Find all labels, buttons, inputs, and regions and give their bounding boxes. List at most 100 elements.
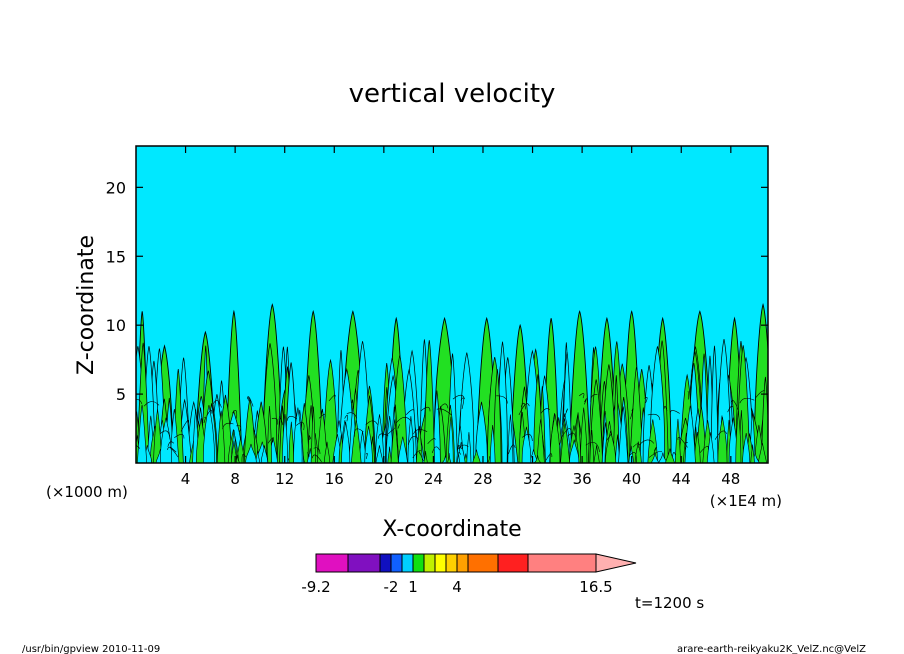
contour-plume — [475, 401, 488, 463]
contour-line — [354, 428, 364, 437]
contour-line — [236, 425, 242, 433]
contour-plume — [217, 410, 226, 463]
contour-line — [136, 399, 143, 405]
contour-plume — [674, 418, 681, 463]
contour-plume — [742, 433, 751, 463]
contour-plume — [605, 430, 617, 463]
contour-line — [427, 438, 436, 445]
contour-plume — [589, 429, 595, 463]
x-tick-label: 20 — [374, 470, 393, 488]
plot-frame — [135, 145, 769, 464]
contour-line — [563, 408, 568, 418]
contour-line — [386, 427, 395, 436]
contour-plume — [323, 441, 331, 463]
contour-line — [630, 408, 634, 420]
contour-line — [730, 400, 739, 410]
y-tick-label: 10 — [106, 316, 126, 335]
y-tick-label: 15 — [106, 247, 126, 266]
colorbar-segment — [315, 553, 349, 573]
contour-plume — [628, 445, 634, 463]
contour-line — [522, 433, 533, 442]
contour-plume — [448, 416, 454, 463]
contour-line — [439, 403, 449, 409]
contour-line — [496, 395, 508, 404]
contour-plume — [267, 405, 272, 463]
contour-line — [590, 393, 598, 402]
contour-line — [136, 444, 141, 449]
contour-line — [397, 424, 400, 429]
x-axis-label: X-coordinate — [382, 517, 521, 542]
contour-line — [222, 422, 234, 430]
contour-line — [167, 441, 175, 447]
contour-line — [638, 439, 655, 446]
contour-plume — [533, 455, 542, 463]
contour-line — [560, 428, 572, 439]
contour-line — [241, 454, 247, 463]
contour-plume — [651, 452, 660, 463]
contour-line — [648, 451, 663, 458]
colorbar-label: 1 — [408, 578, 418, 596]
contour-line — [320, 409, 323, 415]
contour-plume — [593, 445, 600, 463]
contour-line — [351, 399, 354, 407]
contour-line — [460, 397, 465, 409]
contour-line — [206, 409, 213, 416]
x-tick-label: 12 — [275, 470, 294, 488]
contour-line — [328, 394, 336, 402]
contour-plume — [351, 419, 362, 463]
contour-line — [644, 397, 648, 403]
x-unit-right: (×1E4 m) — [710, 492, 782, 510]
contour-line — [346, 412, 358, 419]
contour-line — [159, 430, 171, 440]
contour-plume — [281, 414, 289, 463]
contour-line — [458, 451, 461, 463]
contour-plume — [647, 419, 658, 463]
contour-line — [232, 410, 238, 419]
contour-plume — [293, 407, 303, 463]
contour-line — [458, 444, 463, 450]
contour-line — [365, 452, 368, 459]
contour-line — [412, 449, 421, 459]
contour-line — [405, 409, 415, 416]
colorbar-segment — [456, 553, 469, 573]
contour-plume — [203, 405, 215, 463]
contour-line — [312, 454, 322, 463]
footer-left: /usr/bin/gpview 2010-11-09 — [22, 644, 160, 654]
contour-plume — [459, 352, 475, 463]
colorbar-segment — [445, 553, 458, 573]
contour-line — [203, 416, 206, 424]
contour-line — [180, 419, 189, 432]
contour-plume — [423, 340, 435, 463]
colorbar-arrow — [595, 553, 637, 573]
contour-plume — [658, 452, 668, 463]
colorbar-segment — [497, 553, 529, 573]
contour-plume — [580, 407, 588, 463]
colorbar-label: 4 — [452, 578, 462, 596]
contour-plume — [549, 414, 561, 463]
colorbar-segment — [467, 553, 499, 573]
contour-line — [567, 432, 576, 443]
contour-line — [313, 447, 321, 454]
contour-plume — [288, 421, 294, 463]
contour-line — [540, 408, 550, 414]
colorbar-label: 16.5 — [579, 578, 612, 596]
x-unit-left: (×1000 m) — [46, 483, 128, 501]
contour-line — [647, 413, 661, 421]
contour-plume — [735, 410, 742, 463]
contour-line — [579, 393, 585, 399]
colorbar-segment — [390, 553, 403, 573]
contour-plume — [521, 426, 532, 463]
x-tick-label: 40 — [622, 470, 641, 488]
contour-line — [169, 446, 177, 453]
contour-plume — [416, 425, 423, 463]
contour-plume — [750, 444, 755, 463]
contour-plume — [341, 422, 351, 463]
contour-line — [606, 433, 612, 441]
contour-plume — [706, 432, 715, 463]
contour-plume — [536, 419, 545, 463]
contour-line — [436, 408, 452, 416]
contour-plume — [757, 442, 767, 463]
y-tick-label: 5 — [116, 385, 126, 404]
colorbar-segment — [527, 553, 597, 573]
